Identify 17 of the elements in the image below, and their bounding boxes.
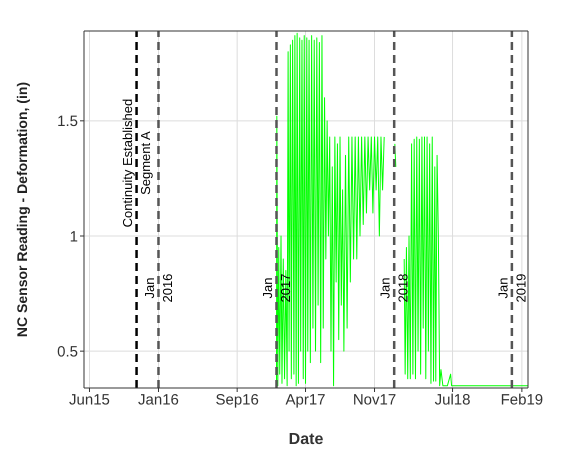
y-tick-label: 1.5 (57, 113, 78, 130)
y-tick-label: 0.5 (57, 343, 78, 360)
y-axis-title: NC Sensor Reading - Deformation, (in) (14, 82, 30, 338)
x-tick-label: Apr17 (286, 392, 326, 409)
ref-line-label: Jan 2019 (495, 274, 528, 302)
x-axis-title: Date (288, 431, 324, 448)
ref-line-label: Jan 2017 (260, 274, 293, 302)
y-tick-label: 1 (70, 228, 78, 246)
ref-line-label: Continuity Established Segment A (120, 98, 154, 228)
x-tick-label: Jun15 (69, 392, 110, 409)
ref-line-label: Jan 2018 (378, 274, 411, 302)
x-tick-label: Jul18 (434, 392, 470, 409)
x-tick-label: Sep16 (215, 392, 259, 409)
x-tick-label: Feb19 (500, 392, 544, 409)
x-tick-label: Nov17 (352, 392, 396, 409)
x-tick-label: Jan16 (138, 392, 179, 409)
ref-line-label: Jan 2016 (142, 274, 175, 302)
